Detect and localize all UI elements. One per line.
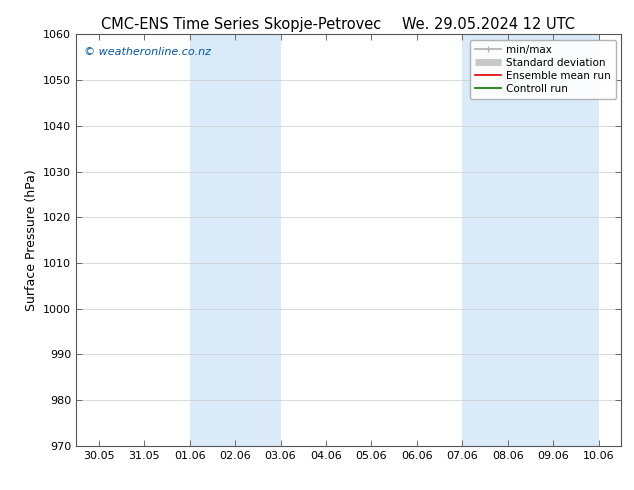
Bar: [190, 34, 280, 446]
Bar: [462, 34, 598, 446]
Legend: min/max, Standard deviation, Ensemble mean run, Controll run: min/max, Standard deviation, Ensemble me…: [470, 40, 616, 99]
Text: CMC-ENS Time Series Skopje-Petrovec: CMC-ENS Time Series Skopje-Petrovec: [101, 17, 381, 32]
Text: © weatheronline.co.nz: © weatheronline.co.nz: [84, 47, 211, 57]
Title: CMC-ENS Time Series Skopje-Petrovec      We. 29.05.2024 12 UTC: CMC-ENS Time Series Skopje-Petrovec We. …: [0, 489, 1, 490]
Text: We. 29.05.2024 12 UTC: We. 29.05.2024 12 UTC: [402, 17, 574, 32]
Y-axis label: Surface Pressure (hPa): Surface Pressure (hPa): [25, 169, 37, 311]
